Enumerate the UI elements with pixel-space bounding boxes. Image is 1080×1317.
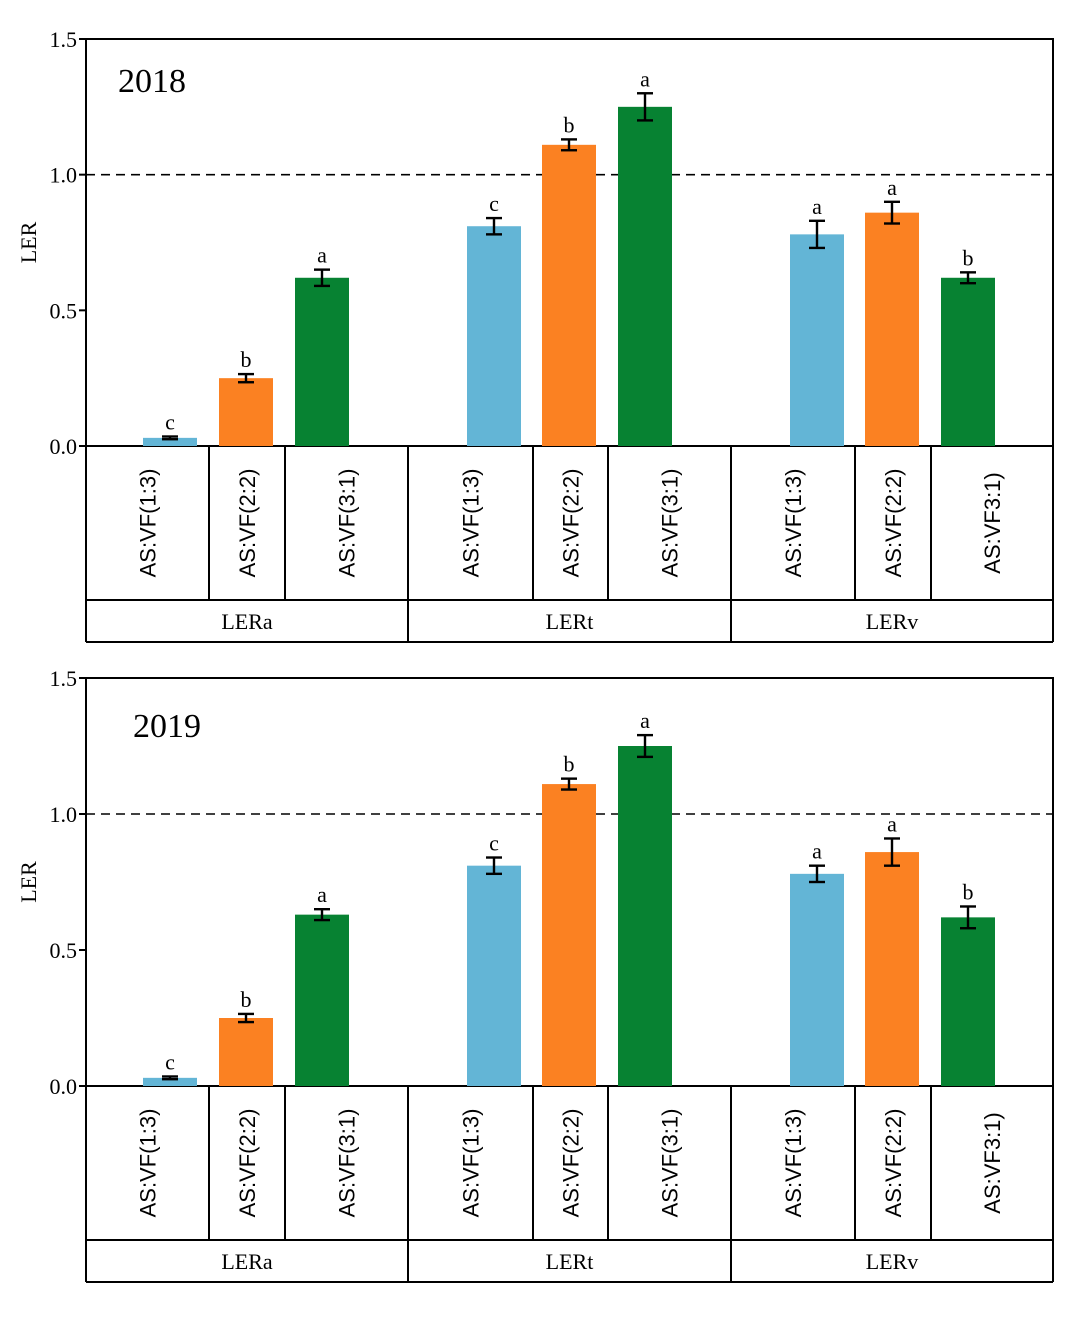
group-label: LERv xyxy=(866,1249,919,1274)
y-axis-label: LER xyxy=(16,861,41,903)
significance-label: b xyxy=(963,879,974,904)
significance-label: a xyxy=(887,175,897,200)
bar xyxy=(790,873,844,1086)
panel-year-label: 2018 xyxy=(118,63,186,100)
significance-label: a xyxy=(640,708,650,733)
bar xyxy=(295,914,349,1086)
significance-label: a xyxy=(317,243,327,268)
y-tick-label: 0.0 xyxy=(50,434,78,459)
significance-label: a xyxy=(640,66,650,91)
bar xyxy=(542,784,596,1086)
category-label: AS:VF(1:3) xyxy=(136,469,161,578)
category-label: AS:VF3:1) xyxy=(980,1112,1005,1213)
significance-label: b xyxy=(241,987,252,1012)
bar xyxy=(865,212,919,446)
significance-label: b xyxy=(564,112,575,137)
bar xyxy=(542,144,596,446)
category-label: AS:VF(1:3) xyxy=(459,469,484,578)
y-tick-label: 1.5 xyxy=(50,27,78,52)
bar xyxy=(219,1018,273,1086)
bar xyxy=(941,917,995,1086)
bar xyxy=(865,852,919,1086)
category-label: AS:VF(3:1) xyxy=(658,469,683,578)
bar xyxy=(618,106,672,446)
significance-label: c xyxy=(165,1049,175,1074)
significance-label: b xyxy=(963,245,974,270)
significance-label: c xyxy=(489,191,499,216)
chart-panel-2019: 0.0 0.5 1.0 1.5 LER 2019 c b a c b a a a b AS:VF(1:3) AS… xyxy=(16,666,1054,1283)
bar xyxy=(941,277,995,446)
y-tick-label: 0.5 xyxy=(50,938,78,963)
significance-label: a xyxy=(812,194,822,219)
category-label: AS:VF3:1) xyxy=(980,472,1005,573)
group-label: LERt xyxy=(546,1249,594,1274)
category-label: AS:VF(3:1) xyxy=(658,1109,683,1218)
significance-label: a xyxy=(887,811,897,836)
y-axis-label: LER xyxy=(16,221,41,263)
category-label: AS:VF(1:3) xyxy=(781,469,806,578)
bar xyxy=(295,277,349,446)
y-tick-label: 1.5 xyxy=(50,666,78,691)
category-label: AS:VF(3:1) xyxy=(335,1109,360,1218)
bar xyxy=(618,746,672,1086)
y-tick-label: 1.0 xyxy=(50,163,78,188)
category-label: AS:VF(2:2) xyxy=(235,469,260,578)
y-tick-label: 0.5 xyxy=(50,298,78,323)
y-tick-label: 1.0 xyxy=(50,802,78,827)
category-label: AS:VF(3:1) xyxy=(335,469,360,578)
category-label: AS:VF(1:3) xyxy=(781,1109,806,1218)
category-label: AS:VF(2:2) xyxy=(559,1109,584,1218)
group-label: LERv xyxy=(866,609,919,634)
bar xyxy=(143,1077,197,1086)
significance-label: c xyxy=(165,410,175,435)
significance-label: c xyxy=(489,831,499,856)
bar xyxy=(467,226,521,446)
bar xyxy=(143,437,197,446)
group-label: LERt xyxy=(546,609,594,634)
category-label: AS:VF(2:2) xyxy=(881,469,906,578)
category-label: AS:VF(1:3) xyxy=(136,1109,161,1218)
category-label: AS:VF(1:3) xyxy=(459,1109,484,1218)
significance-label: a xyxy=(812,839,822,864)
category-label: AS:VF(2:2) xyxy=(235,1109,260,1218)
group-label: LERa xyxy=(221,609,273,634)
bar xyxy=(219,378,273,446)
significance-label: b xyxy=(564,752,575,777)
bar xyxy=(467,865,521,1086)
bar xyxy=(790,234,844,446)
chart-panel-2018: 0.0 0.5 1.0 1.5 LER 2018 c b a c b a a a b AS:VF(1:3) AS… xyxy=(16,27,1054,643)
category-label: AS:VF(2:2) xyxy=(881,1109,906,1218)
category-label: AS:VF(2:2) xyxy=(559,469,584,578)
group-label: LERa xyxy=(221,1249,273,1274)
panel-year-label: 2019 xyxy=(133,708,201,745)
significance-label: a xyxy=(317,882,327,907)
significance-label: b xyxy=(241,347,252,372)
y-tick-label: 0.0 xyxy=(50,1074,78,1099)
